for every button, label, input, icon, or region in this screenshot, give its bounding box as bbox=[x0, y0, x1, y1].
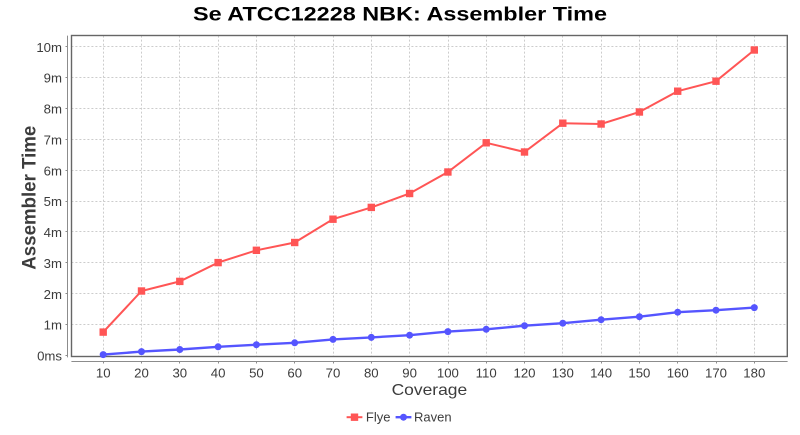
svg-text:150: 150 bbox=[628, 365, 650, 380]
svg-text:160: 160 bbox=[667, 365, 689, 380]
svg-text:80: 80 bbox=[364, 365, 379, 380]
svg-text:2m: 2m bbox=[44, 287, 62, 302]
svg-text:70: 70 bbox=[326, 365, 341, 380]
svg-text:5m: 5m bbox=[44, 194, 62, 209]
svg-text:20: 20 bbox=[134, 365, 149, 380]
svg-text:10m: 10m bbox=[36, 40, 62, 55]
svg-text:40: 40 bbox=[211, 365, 226, 380]
svg-text:0ms: 0ms bbox=[37, 349, 62, 364]
svg-text:30: 30 bbox=[172, 365, 187, 380]
svg-text:4m: 4m bbox=[44, 225, 62, 240]
svg-text:110: 110 bbox=[476, 365, 497, 380]
svg-text:3m: 3m bbox=[44, 256, 62, 271]
svg-text:7m: 7m bbox=[44, 132, 62, 147]
svg-text:170: 170 bbox=[705, 365, 727, 380]
svg-text:9m: 9m bbox=[44, 71, 62, 86]
svg-text:90: 90 bbox=[402, 365, 417, 380]
svg-text:1m: 1m bbox=[44, 318, 62, 333]
svg-text:50: 50 bbox=[249, 365, 264, 380]
svg-text:6m: 6m bbox=[44, 163, 62, 178]
svg-text:60: 60 bbox=[287, 365, 302, 380]
svg-text:Assembler Time: Assembler Time bbox=[19, 126, 40, 270]
svg-text:Coverage: Coverage bbox=[392, 382, 468, 399]
svg-text:180: 180 bbox=[743, 365, 765, 380]
svg-text:140: 140 bbox=[590, 365, 612, 380]
svg-text:130: 130 bbox=[552, 365, 574, 380]
svg-text:120: 120 bbox=[513, 365, 535, 380]
svg-text:10: 10 bbox=[96, 365, 111, 380]
svg-text:100: 100 bbox=[437, 365, 459, 380]
svg-text:Flye: Flye bbox=[366, 409, 391, 424]
svg-text:Se ATCC12228 NBK: Assembler Ti: Se ATCC12228 NBK: Assembler Time bbox=[193, 3, 607, 25]
svg-text:8m: 8m bbox=[44, 102, 62, 117]
svg-text:Raven: Raven bbox=[414, 409, 452, 424]
